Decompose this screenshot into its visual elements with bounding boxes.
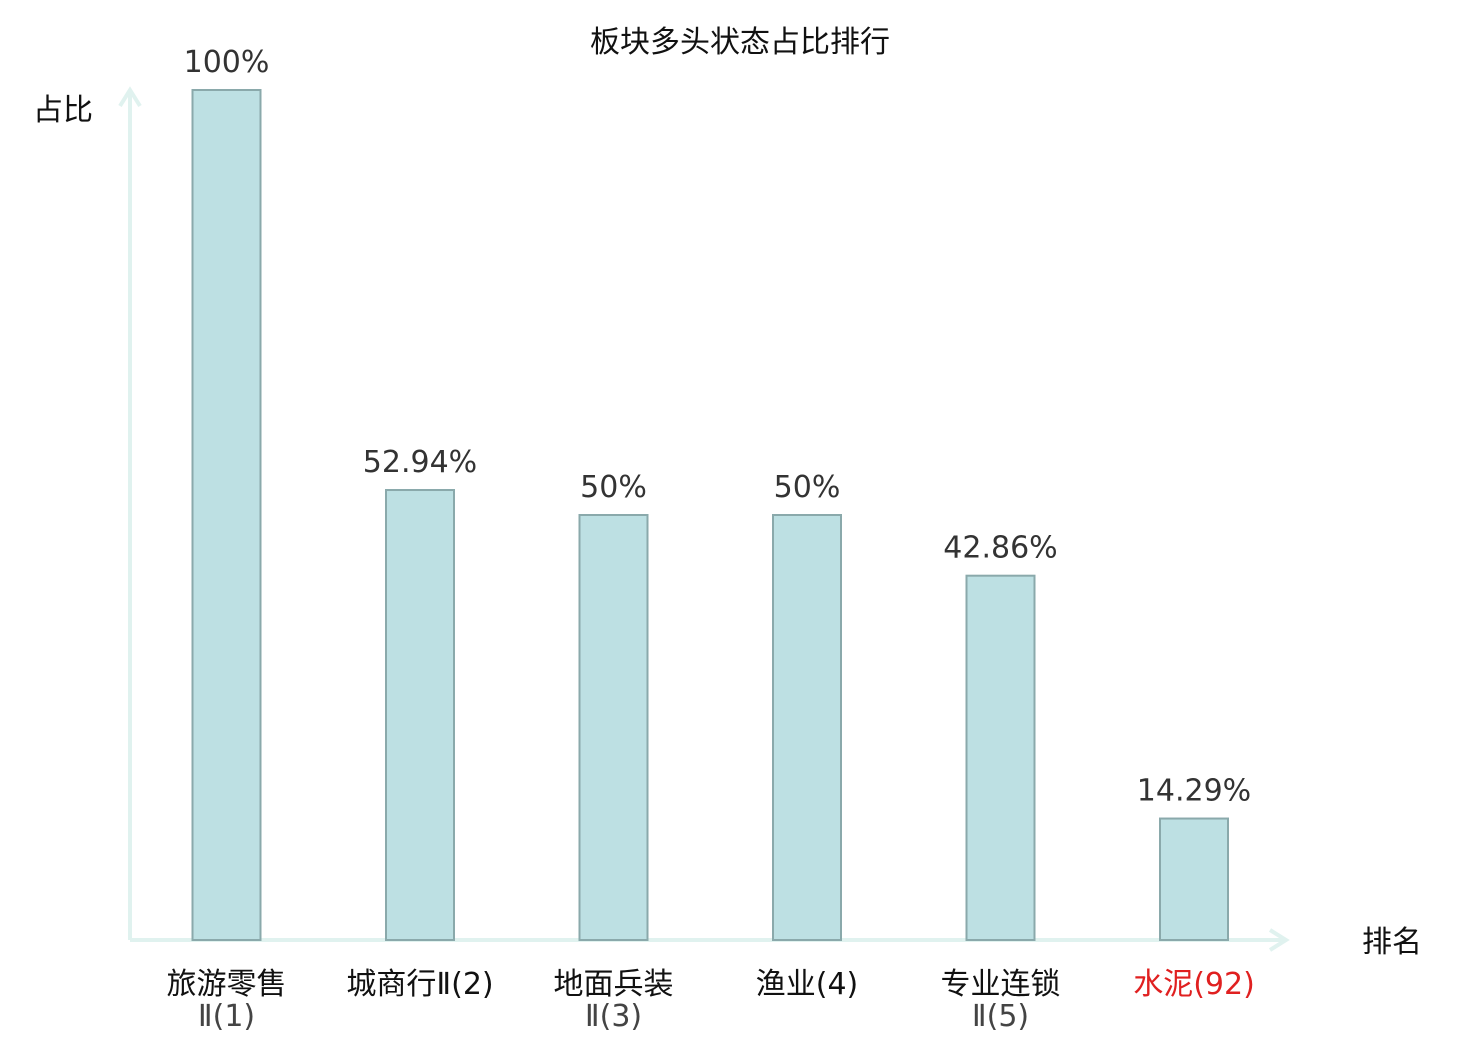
x-tick-label-name: 水泥(92) xyxy=(1133,967,1255,1002)
bar-value-label: 100% xyxy=(184,45,270,80)
bar-value-label: 50% xyxy=(580,470,647,505)
x-tick-label: 渔业(4) xyxy=(756,967,859,1002)
x-tick-label-name: 城商行Ⅱ(2) xyxy=(346,967,493,1002)
bar xyxy=(578,514,649,941)
bars xyxy=(191,89,1229,941)
x-tick-label-name: 专业连锁 xyxy=(941,967,1061,1002)
bar xyxy=(385,489,455,941)
y-axis-arrow xyxy=(118,86,142,108)
bar-value-label: 50% xyxy=(774,470,841,505)
chart-title: 板块多头状态占比排行 xyxy=(590,25,890,60)
bar xyxy=(965,574,1036,941)
x-tick-label-rank: Ⅱ(5) xyxy=(972,999,1029,1034)
x-axis-arrow xyxy=(1268,928,1290,952)
y-axis-label: 占比 xyxy=(33,93,93,128)
value-labels: 100% 52.94% 50% 50% 42.86% 14.29% xyxy=(184,45,1252,809)
x-tick-label: 城商行Ⅱ(2) xyxy=(346,967,493,1002)
x-tick-label: 水泥(92) xyxy=(1133,967,1255,1002)
x-axis-label: 排名 xyxy=(1362,925,1422,960)
bar xyxy=(1159,817,1229,941)
x-tick-label-rank: Ⅱ(3) xyxy=(585,999,642,1034)
x-tick-label-rank: Ⅱ(1) xyxy=(198,999,255,1034)
x-tick-label-name: 旅游零售 xyxy=(167,967,287,1002)
bar xyxy=(772,514,842,941)
bar-value-label: 14.29% xyxy=(1137,774,1251,809)
axes xyxy=(118,86,1290,952)
bar-value-label: 52.94% xyxy=(363,445,477,480)
bar xyxy=(191,89,262,941)
x-tick-label-name: 地面兵装 xyxy=(554,967,674,1002)
x-tick-label-name: 渔业(4) xyxy=(756,967,859,1002)
bar-value-label: 42.86% xyxy=(943,531,1057,566)
